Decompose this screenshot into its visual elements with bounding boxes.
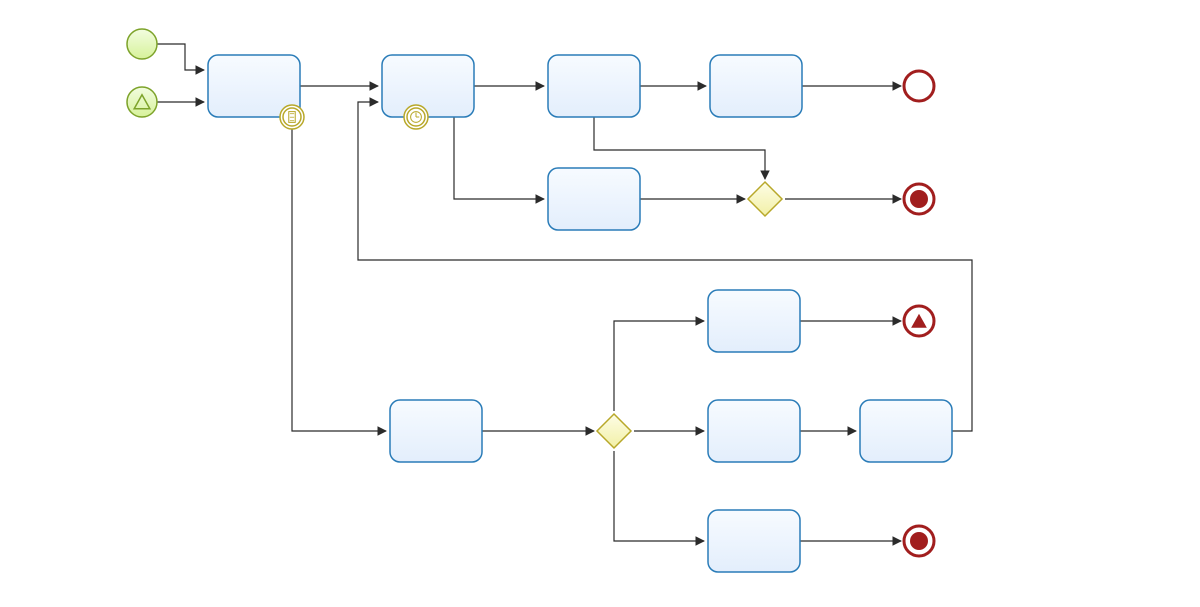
task[interactable] <box>708 400 800 462</box>
bpmn-diagram <box>0 0 1200 607</box>
sequence-flow <box>614 451 704 541</box>
sequence-flow <box>157 44 204 70</box>
task[interactable] <box>708 510 800 572</box>
sequence-flow <box>292 129 386 431</box>
node-layer <box>127 29 952 572</box>
task[interactable] <box>382 55 474 117</box>
task[interactable] <box>710 55 802 117</box>
task[interactable] <box>860 400 952 462</box>
sequence-flow <box>454 117 544 199</box>
terminate-icon <box>910 190 928 208</box>
terminate-icon <box>910 532 928 550</box>
task[interactable] <box>390 400 482 462</box>
sequence-flow <box>358 102 972 431</box>
task[interactable] <box>548 55 640 117</box>
edge-layer <box>157 44 972 541</box>
gateway[interactable] <box>597 414 631 448</box>
gateway[interactable] <box>748 182 782 216</box>
end-event[interactable] <box>904 71 934 101</box>
sequence-flow <box>614 321 704 411</box>
task[interactable] <box>548 168 640 230</box>
start-event[interactable] <box>127 87 157 117</box>
start-event[interactable] <box>127 29 157 59</box>
task[interactable] <box>708 290 800 352</box>
